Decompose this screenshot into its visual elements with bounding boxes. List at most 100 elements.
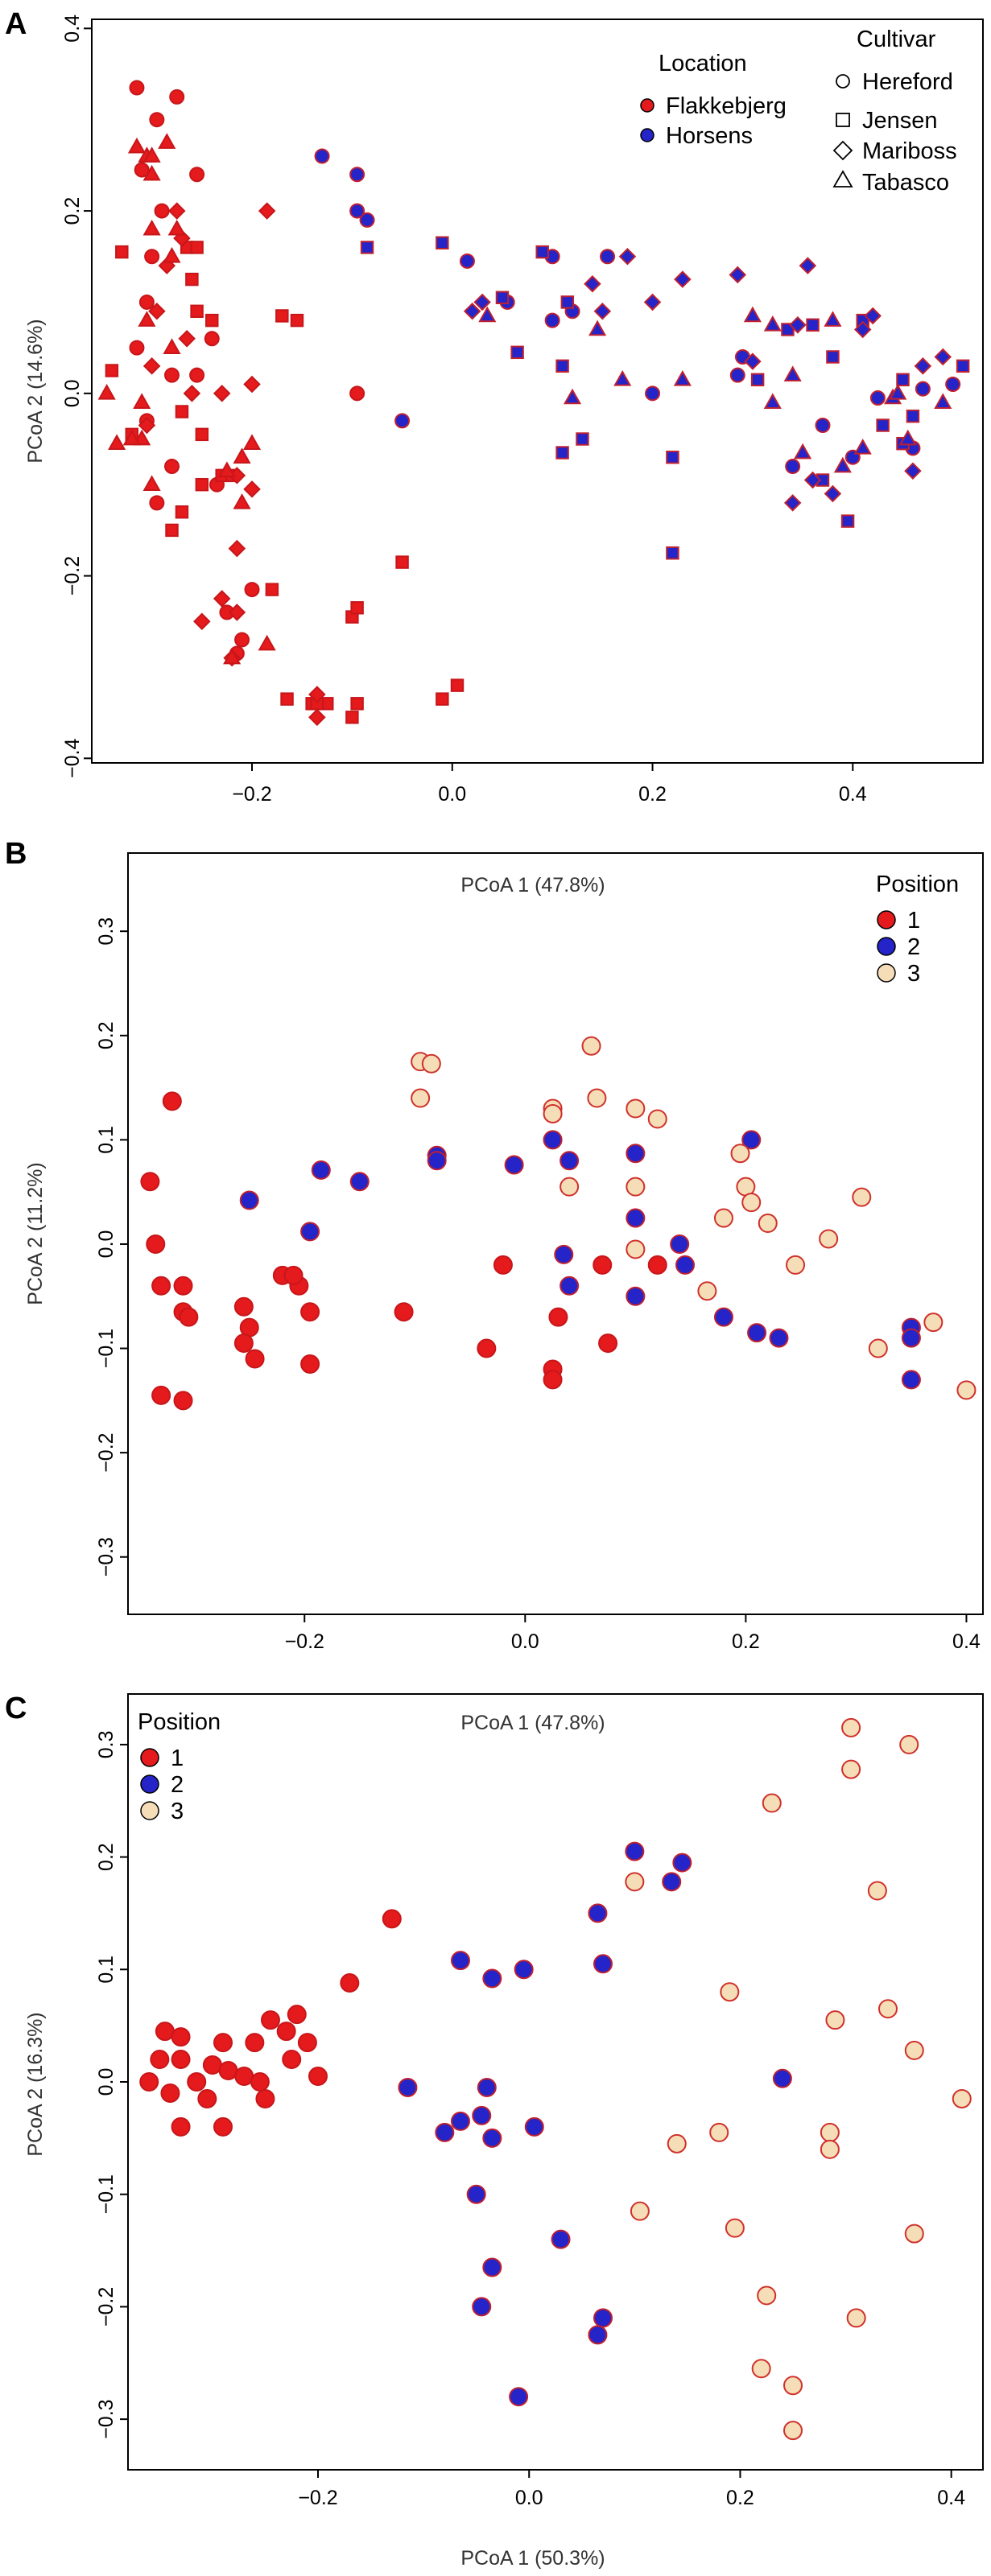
panel-c-point-3	[720, 1982, 740, 2002]
panel-a: A PCoA 2 (14.6%) Location Flakkebjerg Ho…	[5, 7, 984, 806]
panel-c-point-3	[952, 2088, 972, 2108]
panel-c-point-2	[593, 1954, 613, 1974]
panel-b-point-3	[581, 1036, 601, 1056]
panel-c-point-2	[662, 1872, 682, 1892]
panel-a-point-horsens	[459, 253, 475, 269]
legend-c-pos3-label: 3	[171, 1799, 184, 1824]
legend-tabasco-label: Tabasco	[862, 170, 949, 196]
panel-a-point-flakkebjerg	[149, 112, 165, 128]
panel-a-point-horsens	[781, 323, 795, 336]
panel-b-point-1	[151, 1276, 171, 1296]
panel-a-point-flakkebjerg	[195, 477, 209, 492]
panel-b-point-1	[151, 1385, 171, 1405]
panel-b-point-1	[300, 1354, 320, 1374]
panel-a-point-flakkebjerg	[149, 495, 165, 511]
panel-a-point-flakkebjerg	[223, 648, 242, 665]
panel-a-point-flakkebjerg	[233, 493, 251, 509]
panel-c-letter: C	[5, 1692, 27, 1725]
panel-b-letter: B	[5, 837, 27, 871]
panel-c-point-2	[593, 2308, 613, 2328]
panel-a-cultivar-legend-title: Cultivar	[857, 27, 936, 52]
panel-b-point-2	[901, 1328, 921, 1348]
panel-a-point-horsens	[359, 212, 375, 228]
panel-c-ytick-label: −0.3	[95, 2399, 118, 2438]
panel-c-legend: Position 1 2 3	[138, 1709, 221, 1824]
panel-c-point-3	[841, 1759, 861, 1779]
panel-a-point-horsens	[744, 352, 762, 370]
panel-a-point-horsens	[853, 439, 872, 455]
panel-c-point-3	[899, 1734, 919, 1754]
panel-a-point-horsens	[563, 388, 582, 405]
panel-c-point-1	[250, 2072, 270, 2092]
panel-b-point-2	[626, 1286, 646, 1306]
panel-c-point-1	[171, 2027, 191, 2047]
panel-a-point-flakkebjerg	[308, 686, 326, 703]
panel-b-point-3	[697, 1281, 717, 1301]
panel-c-point-3	[783, 2421, 803, 2441]
panel-a-point-horsens	[473, 293, 491, 311]
panel-a-xtick-label: −0.2	[232, 783, 271, 806]
panel-a-point-flakkebjerg	[265, 583, 279, 596]
panel-a-point-horsens	[876, 418, 890, 432]
panel-a-point-flakkebjerg	[350, 697, 364, 711]
panel-c-point-3	[762, 1793, 782, 1813]
panel-c-ytick-label: −0.1	[95, 2174, 118, 2214]
legend-horsens-marker	[640, 128, 654, 142]
legend-jensen-label: Jensen	[862, 108, 938, 134]
panel-a-point-horsens	[360, 241, 374, 254]
panel-c-point-2	[482, 2257, 502, 2277]
panel-b-point-1	[162, 1091, 182, 1111]
panel-a-point-horsens	[750, 373, 765, 387]
legend-horsens-label: Horsens	[666, 123, 753, 149]
panel-b-ylabel: PCoA 2 (11.2%)	[24, 1162, 47, 1304]
panel-a-point-horsens	[945, 376, 961, 392]
panel-a-point-horsens	[896, 373, 910, 387]
panel-a-point-horsens	[934, 348, 952, 366]
panel-b-point-3	[956, 1380, 977, 1400]
panel-c-ytick-label: 0.0	[95, 2068, 118, 2096]
panel-a-point-horsens	[666, 546, 679, 560]
panel-a-point-flakkebjerg	[165, 523, 179, 538]
panel-c-point-1	[197, 2088, 217, 2108]
panel-b-xtick-label: 0.2	[732, 1630, 760, 1653]
panel-c-xtick-label: 0.4	[937, 2487, 965, 2509]
panel-c-ylabel: PCoA 2 (16.3%)	[24, 2012, 47, 2156]
panel-a-point-horsens	[915, 381, 931, 397]
panel-c-point-3	[904, 2224, 924, 2244]
panel-a-point-horsens	[934, 393, 952, 409]
panel-a-point-flakkebjerg	[167, 219, 186, 236]
panel-b-point-3	[647, 1109, 667, 1129]
legend-hereford-marker	[836, 74, 850, 89]
panel-c-point-1	[213, 2116, 233, 2137]
panel-a-point-horsens	[824, 484, 842, 503]
panel-a-point-horsens	[763, 315, 782, 332]
panel-c-point-1	[160, 2083, 180, 2103]
panel-b-point-2	[626, 1144, 646, 1164]
panel-a-point-flakkebjerg	[105, 364, 119, 377]
panel-c-point-1	[171, 2116, 191, 2137]
panel-b-point-1	[493, 1255, 513, 1275]
panel-a-point-flakkebjerg	[243, 480, 261, 498]
panel-c-point-3	[846, 2308, 866, 2328]
panel-c-point-1	[308, 2067, 328, 2087]
panel-c-point-2	[672, 1853, 692, 1873]
panel-a-point-flakkebjerg	[175, 505, 189, 519]
panel-a-point-flakkebjerg	[193, 612, 211, 631]
panel-a-point-flakkebjerg	[290, 313, 304, 328]
panel-a-point-horsens	[806, 318, 820, 332]
panel-c-point-2	[524, 2116, 544, 2137]
panel-c-point-3	[667, 2133, 687, 2154]
panel-a-point-flakkebjerg	[244, 582, 260, 598]
panel-b-ytick-label: 0.2	[95, 1021, 118, 1049]
panel-c-point-1	[297, 2033, 317, 2053]
panel-a-point-flakkebjerg	[185, 272, 199, 286]
panel-c-point-2	[482, 1968, 502, 1989]
panel-c-point-1	[245, 2033, 265, 2053]
panel-a-point-horsens	[864, 307, 882, 325]
panel-a-point-horsens	[349, 167, 365, 183]
panel-c-point-2	[472, 2297, 492, 2317]
panel-b-point-3	[819, 1229, 839, 1249]
legend-flakkebjerg-label: Flakkebjerg	[666, 93, 787, 119]
panel-a-point-horsens	[833, 456, 852, 473]
panel-a-point-horsens	[794, 443, 812, 460]
